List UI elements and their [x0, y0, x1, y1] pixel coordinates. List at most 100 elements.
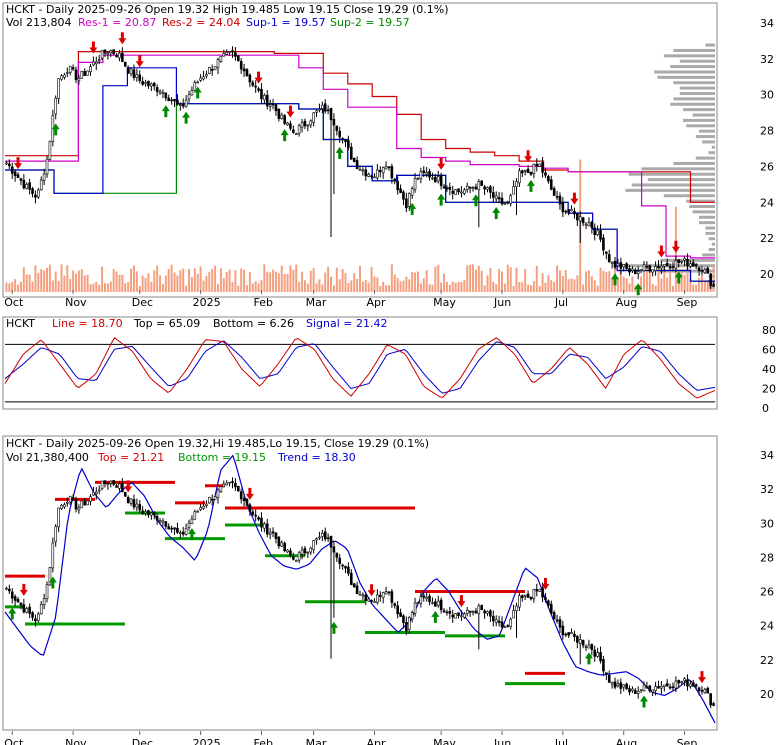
volume-bar	[205, 275, 208, 292]
volume-bar	[390, 264, 393, 292]
profile-bar	[657, 75, 715, 79]
volume-bar	[112, 269, 115, 292]
bottom-candle-body	[155, 515, 159, 521]
volume-bar	[40, 269, 43, 292]
top-candle-body	[118, 52, 121, 59]
top-candle-body	[428, 171, 431, 178]
bottom-candle-body	[602, 659, 605, 672]
bottom-candle-body	[63, 504, 66, 508]
volume-bar	[703, 280, 706, 292]
top-candle-body	[599, 230, 602, 240]
bottom-top-label: Top = 21.21	[97, 451, 164, 464]
top-candle-body	[164, 92, 168, 99]
bottom-candle-body	[561, 625, 565, 636]
top-candle-body	[77, 78, 81, 81]
top-candle-body	[674, 260, 678, 269]
res1-line	[5, 54, 715, 259]
top-candle-body	[607, 254, 611, 263]
volume-bar	[199, 266, 202, 292]
top-candle-body	[63, 74, 66, 78]
bottom-candle-body	[68, 495, 72, 503]
bottom-candle-body	[248, 504, 252, 512]
down-arrow	[657, 245, 666, 258]
top-candle-body	[457, 188, 460, 193]
sup1-label: Sup-1 = 19.57	[246, 16, 326, 29]
volume-bar	[550, 280, 553, 292]
volume-bar	[448, 284, 451, 292]
top-candle-body	[274, 104, 278, 112]
x-tick-label: May	[433, 296, 456, 309]
stoch-panel-frame	[2, 316, 718, 410]
volume-bar	[306, 283, 309, 292]
bottom-candle-body	[492, 615, 495, 622]
y-tick-label: 22	[760, 232, 774, 245]
bottom-candle-body	[294, 560, 298, 562]
x-tick-label: Apr	[366, 737, 386, 745]
volume-bar	[480, 270, 483, 292]
bottom-candle-body	[518, 595, 521, 608]
volume-bar	[57, 281, 60, 292]
profile-bar	[654, 70, 715, 74]
bottom-candle-body	[457, 612, 460, 617]
bottom-candle-body	[352, 583, 356, 588]
profile-bar	[711, 242, 715, 246]
bottom-candle-body	[25, 608, 29, 613]
top-candle-body	[341, 138, 344, 140]
top-candle-body	[677, 259, 681, 263]
volume-bar	[124, 283, 127, 292]
bottom-candle-body	[42, 598, 46, 606]
up-arrow	[51, 123, 60, 136]
bottom-candle-body	[662, 684, 666, 687]
top-candle-body	[286, 122, 289, 126]
top-candle-body	[242, 68, 246, 72]
volume-bar	[619, 270, 622, 292]
bottom-candle-body	[344, 565, 347, 569]
bottom-candle-body	[292, 556, 295, 560]
down-arrow	[19, 583, 28, 596]
volume-bar	[63, 275, 66, 292]
bottom-candle-body	[173, 527, 176, 530]
volume-bar	[347, 283, 350, 292]
profile-bar	[708, 237, 715, 241]
profile-bar	[695, 156, 715, 160]
bottom-candle-body	[355, 585, 359, 595]
x-tick-label: Dec	[132, 296, 153, 309]
top-candle-body	[587, 222, 591, 227]
bottom-candle-body	[619, 682, 623, 689]
volume-bar	[669, 265, 672, 292]
bottom-candle-body	[660, 686, 663, 689]
stoch-bottom-label: Bottom = 6.26	[213, 317, 294, 330]
up-arrow	[8, 607, 17, 620]
volume-bar	[570, 278, 573, 292]
volume-bar	[353, 273, 356, 292]
volume-bar	[240, 268, 243, 292]
bottom-candle-body	[703, 689, 707, 694]
top-candle-body	[651, 269, 654, 273]
top-candle-body	[144, 82, 147, 85]
volume-bar	[37, 273, 40, 292]
y-tick-label: 24	[760, 196, 774, 209]
top-candle-body	[132, 69, 136, 78]
top-candle-body	[686, 259, 689, 267]
top-candle-body	[68, 65, 72, 73]
bottom-candle-body	[686, 679, 689, 687]
top-candle-body	[190, 89, 194, 96]
top-panel-frame	[2, 2, 718, 298]
bottom-candle-body	[523, 594, 527, 597]
bottom-candle-body	[451, 614, 455, 618]
top-candle-body	[48, 140, 52, 160]
volume-bar	[159, 275, 162, 292]
bottom-candle-body	[208, 497, 211, 504]
top-candle-body	[492, 192, 495, 198]
bottom-candle-body	[497, 620, 501, 623]
volume-bar	[466, 265, 469, 292]
top-candle-body	[222, 53, 226, 57]
bottom-candle-body	[254, 514, 257, 517]
volume-bar	[69, 278, 72, 292]
top-candle-body	[315, 110, 318, 113]
bottom-candle-body	[541, 587, 544, 598]
down-arrow	[286, 105, 295, 118]
top-candle-body	[100, 49, 104, 59]
top-candle-body	[74, 69, 78, 80]
profile-bar	[692, 113, 715, 117]
